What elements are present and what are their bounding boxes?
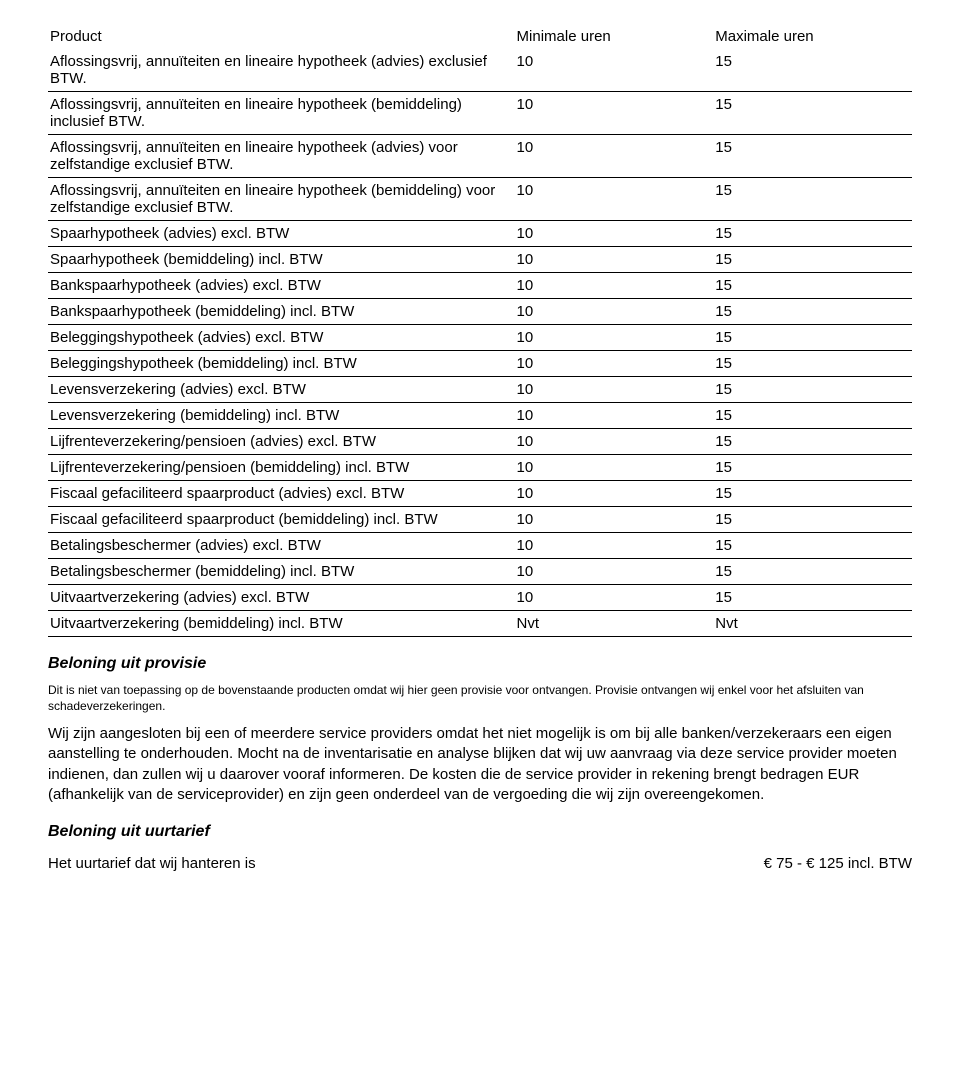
- cell-min: 10: [515, 273, 714, 299]
- cell-max: 15: [713, 585, 912, 611]
- cell-max: 15: [713, 221, 912, 247]
- cell-min: 10: [515, 533, 714, 559]
- cell-min: 10: [515, 377, 714, 403]
- cell-product: Lijfrenteverzekering/pensioen (advies) e…: [48, 429, 515, 455]
- cell-max: 15: [713, 455, 912, 481]
- cell-max: 15: [713, 507, 912, 533]
- table-row: Spaarhypotheek (advies) excl. BTW1015: [48, 221, 912, 247]
- cell-min: 10: [515, 351, 714, 377]
- cell-max: 15: [713, 429, 912, 455]
- cell-min: 10: [515, 92, 714, 135]
- cell-max: 15: [713, 273, 912, 299]
- cell-max: 15: [713, 135, 912, 178]
- cell-min: 10: [515, 178, 714, 221]
- table-row: Levensverzekering (advies) excl. BTW1015: [48, 377, 912, 403]
- table-row: Fiscaal gefaciliteerd spaarproduct (advi…: [48, 481, 912, 507]
- hours-table: Product Minimale uren Maximale uren Aflo…: [48, 24, 912, 637]
- cell-min: 10: [515, 299, 714, 325]
- cell-min: 10: [515, 481, 714, 507]
- table-row: Levensverzekering (bemiddeling) incl. BT…: [48, 403, 912, 429]
- cell-max: 15: [713, 403, 912, 429]
- table-row: Fiscaal gefaciliteerd spaarproduct (bemi…: [48, 507, 912, 533]
- cell-product: Beleggingshypotheek (advies) excl. BTW: [48, 325, 515, 351]
- cell-product: Levensverzekering (advies) excl. BTW: [48, 377, 515, 403]
- cell-product: Levensverzekering (bemiddeling) incl. BT…: [48, 403, 515, 429]
- uurtarief-row: Het uurtarief dat wij hanteren is € 75 -…: [48, 855, 912, 872]
- cell-max: 15: [713, 247, 912, 273]
- header-max: Maximale uren: [713, 24, 912, 49]
- para-provisie-small: Dit is niet van toepassing op de bovenst…: [48, 683, 912, 714]
- cell-min: 10: [515, 135, 714, 178]
- cell-product: Aflossingsvrij, annuïteiten en lineaire …: [48, 49, 515, 92]
- cell-max: 15: [713, 559, 912, 585]
- table-row: Aflossingsvrij, annuïteiten en lineaire …: [48, 49, 912, 92]
- cell-min: 10: [515, 585, 714, 611]
- cell-product: Fiscaal gefaciliteerd spaarproduct (bemi…: [48, 507, 515, 533]
- cell-min: 10: [515, 507, 714, 533]
- table-row: Lijfrenteverzekering/pensioen (advies) e…: [48, 429, 912, 455]
- cell-max: 15: [713, 325, 912, 351]
- cell-max: 15: [713, 92, 912, 135]
- uurtarief-value: € 75 - € 125 incl. BTW: [764, 855, 912, 872]
- heading-uurtarief: Beloning uit uurtarief: [48, 823, 912, 841]
- table-row: Uitvaartverzekering (bemiddeling) incl. …: [48, 611, 912, 637]
- cell-product: Bankspaarhypotheek (bemiddeling) incl. B…: [48, 299, 515, 325]
- cell-product: Betalingsbeschermer (bemiddeling) incl. …: [48, 559, 515, 585]
- cell-product: Aflossingsvrij, annuïteiten en lineaire …: [48, 178, 515, 221]
- cell-max: 15: [713, 377, 912, 403]
- header-product: Product: [48, 24, 515, 49]
- cell-product: Uitvaartverzekering (advies) excl. BTW: [48, 585, 515, 611]
- table-row: Spaarhypotheek (bemiddeling) incl. BTW10…: [48, 247, 912, 273]
- table-row: Aflossingsvrij, annuïteiten en lineaire …: [48, 92, 912, 135]
- table-row: Beleggingshypotheek (bemiddeling) incl. …: [48, 351, 912, 377]
- cell-max: 15: [713, 299, 912, 325]
- table-header-row: Product Minimale uren Maximale uren: [48, 24, 912, 49]
- cell-product: Spaarhypotheek (advies) excl. BTW: [48, 221, 515, 247]
- table-row: Bankspaarhypotheek (bemiddeling) incl. B…: [48, 299, 912, 325]
- cell-max: Nvt: [713, 611, 912, 637]
- table-row: Lijfrenteverzekering/pensioen (bemiddeli…: [48, 455, 912, 481]
- cell-min: 10: [515, 49, 714, 92]
- cell-min: 10: [515, 247, 714, 273]
- table-row: Betalingsbeschermer (advies) excl. BTW10…: [48, 533, 912, 559]
- table-row: Aflossingsvrij, annuïteiten en lineaire …: [48, 135, 912, 178]
- cell-min: 10: [515, 455, 714, 481]
- table-row: Bankspaarhypotheek (advies) excl. BTW101…: [48, 273, 912, 299]
- cell-min: 10: [515, 325, 714, 351]
- cell-product: Beleggingshypotheek (bemiddeling) incl. …: [48, 351, 515, 377]
- cell-product: Bankspaarhypotheek (advies) excl. BTW: [48, 273, 515, 299]
- cell-max: 15: [713, 178, 912, 221]
- cell-product: Lijfrenteverzekering/pensioen (bemiddeli…: [48, 455, 515, 481]
- heading-provisie: Beloning uit provisie: [48, 655, 912, 673]
- table-row: Uitvaartverzekering (advies) excl. BTW10…: [48, 585, 912, 611]
- cell-product: Betalingsbeschermer (advies) excl. BTW: [48, 533, 515, 559]
- cell-product: Aflossingsvrij, annuïteiten en lineaire …: [48, 92, 515, 135]
- cell-min: 10: [515, 559, 714, 585]
- cell-product: Fiscaal gefaciliteerd spaarproduct (advi…: [48, 481, 515, 507]
- cell-min: 10: [515, 429, 714, 455]
- document-page: Product Minimale uren Maximale uren Aflo…: [0, 0, 960, 896]
- cell-max: 15: [713, 481, 912, 507]
- table-row: Beleggingshypotheek (advies) excl. BTW10…: [48, 325, 912, 351]
- header-min: Minimale uren: [515, 24, 714, 49]
- para-provisie: Wij zijn aangesloten bij een of meerdere…: [48, 724, 912, 805]
- cell-product: Aflossingsvrij, annuïteiten en lineaire …: [48, 135, 515, 178]
- cell-product: Spaarhypotheek (bemiddeling) incl. BTW: [48, 247, 515, 273]
- cell-product: Uitvaartverzekering (bemiddeling) incl. …: [48, 611, 515, 637]
- cell-max: 15: [713, 533, 912, 559]
- table-row: Betalingsbeschermer (bemiddeling) incl. …: [48, 559, 912, 585]
- cell-max: 15: [713, 351, 912, 377]
- table-row: Aflossingsvrij, annuïteiten en lineaire …: [48, 178, 912, 221]
- cell-max: 15: [713, 49, 912, 92]
- cell-min: 10: [515, 221, 714, 247]
- cell-min: Nvt: [515, 611, 714, 637]
- cell-min: 10: [515, 403, 714, 429]
- uurtarief-label: Het uurtarief dat wij hanteren is: [48, 855, 256, 872]
